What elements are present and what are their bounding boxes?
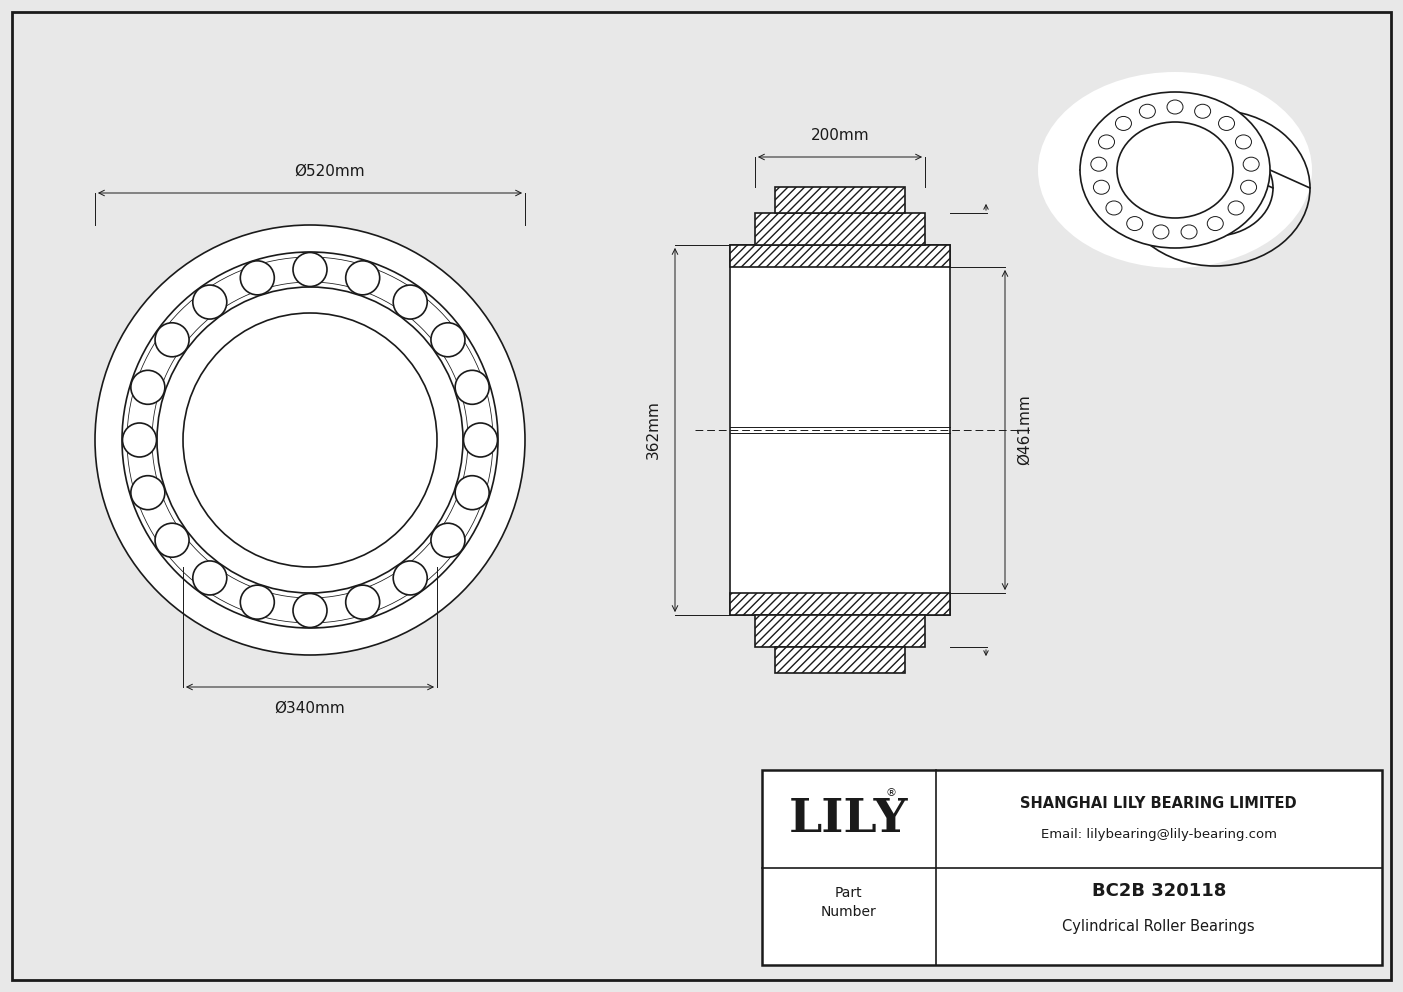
Text: Part
Number: Part Number [821, 887, 877, 919]
Ellipse shape [1228, 201, 1244, 215]
Circle shape [95, 225, 525, 655]
Circle shape [240, 585, 275, 619]
Circle shape [431, 523, 464, 558]
Bar [762, 770, 1382, 965]
Bar [774, 187, 905, 213]
Ellipse shape [1243, 157, 1258, 172]
Circle shape [345, 261, 380, 295]
Ellipse shape [1181, 225, 1197, 239]
Circle shape [156, 322, 189, 357]
Ellipse shape [1038, 72, 1312, 268]
Text: ®: ® [885, 789, 897, 799]
Ellipse shape [1207, 216, 1223, 230]
Bar [730, 245, 950, 615]
Circle shape [463, 423, 498, 457]
Circle shape [393, 285, 428, 319]
Circle shape [130, 370, 164, 405]
Text: 200mm: 200mm [811, 128, 870, 143]
Circle shape [293, 593, 327, 628]
Ellipse shape [1194, 104, 1211, 118]
Text: Email: lilybearing@lily-bearing.com: Email: lilybearing@lily-bearing.com [1041, 828, 1277, 841]
Bar [730, 245, 950, 267]
Circle shape [393, 560, 428, 595]
Bar [755, 213, 925, 245]
Circle shape [345, 585, 380, 619]
Circle shape [130, 476, 164, 510]
Ellipse shape [1099, 135, 1114, 149]
Ellipse shape [1080, 92, 1270, 248]
Ellipse shape [1139, 104, 1155, 118]
Text: SHANGHAI LILY BEARING LIMITED: SHANGHAI LILY BEARING LIMITED [1020, 796, 1298, 810]
Bar [730, 593, 950, 615]
Circle shape [431, 322, 464, 357]
Text: 362mm: 362mm [645, 401, 661, 459]
Circle shape [192, 560, 227, 595]
Circle shape [240, 261, 275, 295]
Circle shape [156, 523, 189, 558]
Text: Ø340mm: Ø340mm [275, 701, 345, 716]
Ellipse shape [1153, 225, 1169, 239]
Circle shape [293, 253, 327, 287]
Ellipse shape [1219, 116, 1235, 130]
Ellipse shape [1117, 122, 1233, 218]
Circle shape [455, 370, 490, 405]
Bar [774, 647, 905, 673]
Ellipse shape [1090, 157, 1107, 172]
Text: BC2B 320118: BC2B 320118 [1092, 882, 1226, 900]
Ellipse shape [1115, 116, 1131, 130]
Ellipse shape [1240, 181, 1257, 194]
Text: Cylindrical Roller Bearings: Cylindrical Roller Bearings [1062, 919, 1256, 933]
Circle shape [192, 285, 227, 319]
Circle shape [455, 476, 490, 510]
Text: LILY: LILY [788, 796, 909, 842]
Ellipse shape [1127, 216, 1142, 230]
Bar [755, 615, 925, 647]
Circle shape [122, 423, 157, 457]
Ellipse shape [1236, 135, 1251, 149]
Ellipse shape [1167, 100, 1183, 114]
Ellipse shape [1106, 201, 1122, 215]
Text: Ø461mm: Ø461mm [1017, 395, 1033, 465]
Text: Ø520mm: Ø520mm [295, 164, 365, 179]
Ellipse shape [1093, 181, 1110, 194]
